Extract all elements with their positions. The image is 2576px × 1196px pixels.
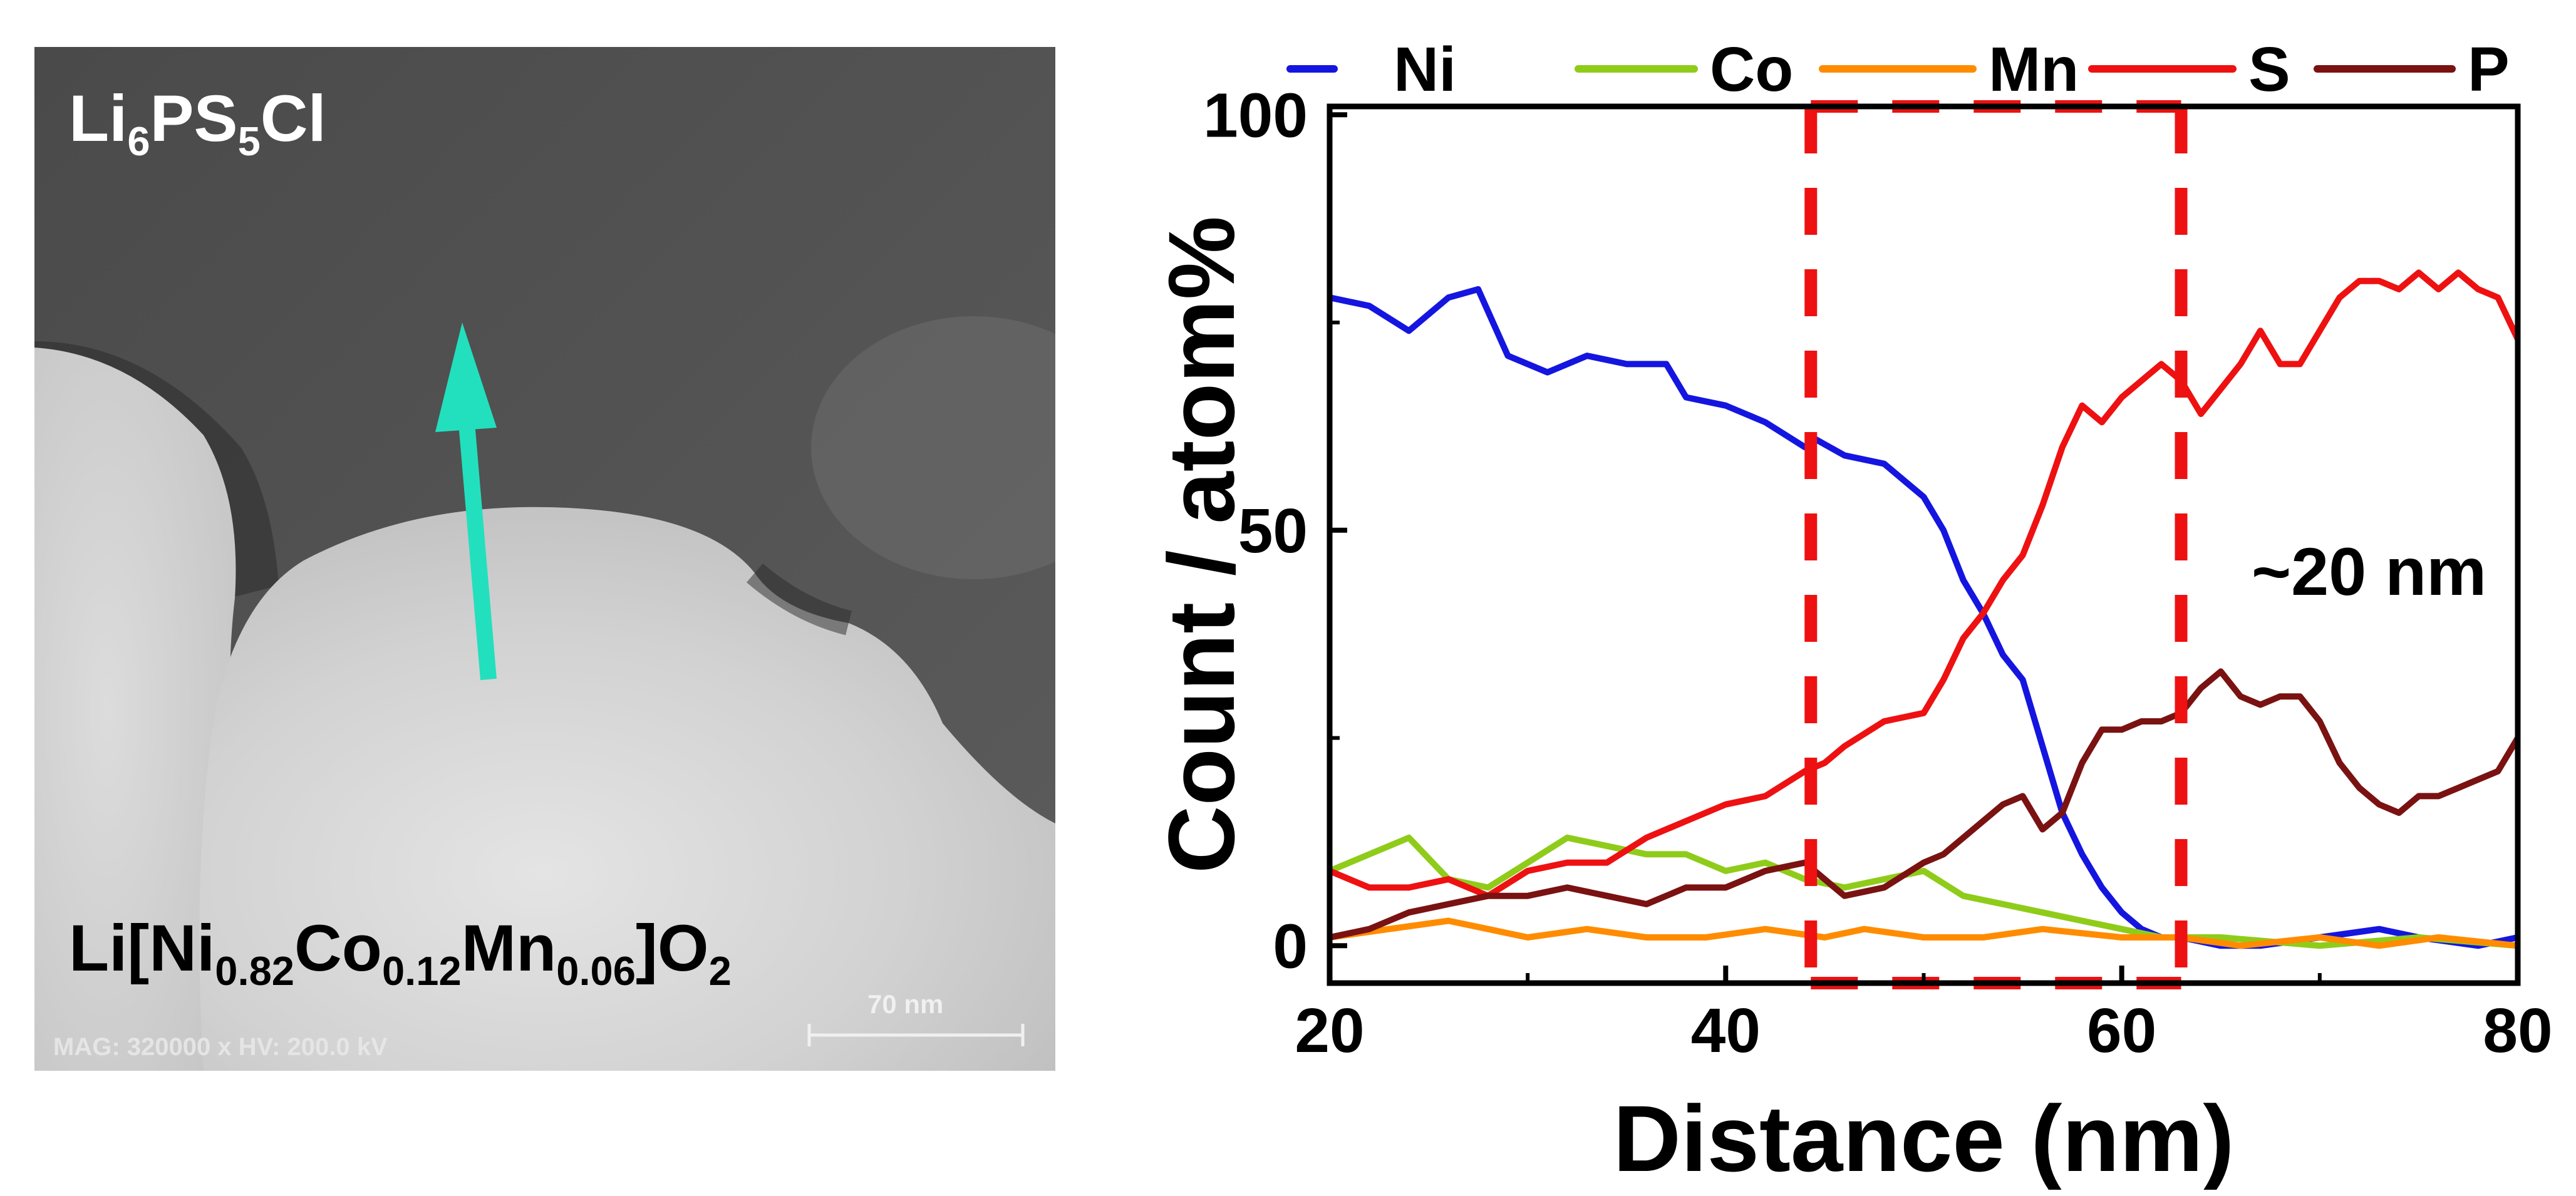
legend-label-p: P [2468,34,2510,105]
cathode-particle [199,507,1055,1071]
legend-label-s: S [2248,34,2290,105]
electrolyte-label: Li6PS5Cl [69,82,326,164]
micrograph-image [34,47,1055,1071]
cathode-label: Li[Ni0.82Co0.12Mn0.06]O2 [69,912,732,994]
x-tick-label-60: 60 [2087,996,2156,1066]
y-tick-label-100: 100 [1203,80,1308,150]
x-tick-label-40: 40 [1691,996,1761,1066]
legend: Ni Co Mn S P [1286,34,2510,105]
eds-line-profile-chart: Ni Co Mn S P 20 40 60 80 0 50 100 ~20 nm Distance … [1149,34,2553,1190]
series-lines [1328,269,2521,949]
x-tick-label-80: 80 [2483,996,2552,1066]
y-axis-label: Count / atom% [1149,216,1254,874]
series-line-mn [1329,917,2518,949]
series-line-s [1328,269,2521,899]
linescan-arrow-shaft [458,421,497,681]
series-line-ni [1328,286,2519,949]
linescan-arrow-head [435,322,497,432]
legend-label-co: Co [1710,34,1793,105]
series-line-co [1328,834,2518,949]
tem-micrograph: Li6PS5Cl Li[Ni0.82Co0.12Mn0.06]O2 MAG: 3… [34,47,1055,1071]
x-tick-label-20: 20 [1295,996,1364,1066]
left-particle [34,348,241,1071]
background-grain [811,316,1055,579]
interphase-width-annotation: ~20 nm [2252,534,2486,609]
legend-label-mn: Mn [1989,34,2079,105]
interphase-boundaries [1804,100,2188,989]
series-line-p [1328,668,2521,941]
y-tick-label-0: 0 [1273,911,1308,981]
y-tick-label-50: 50 [1238,496,1308,566]
x-axis-label: Distance (nm) [1613,1086,2235,1190]
scale-bar-label: 70 nm [867,989,944,1019]
legend-label-ni: Ni [1394,34,1456,105]
axis-ticks: 20 40 60 80 0 50 100 [1203,80,2552,1066]
microscope-info: MAG: 320000 x HV: 200.0 kV [53,1033,388,1061]
particle-edge-shadow [746,563,852,636]
